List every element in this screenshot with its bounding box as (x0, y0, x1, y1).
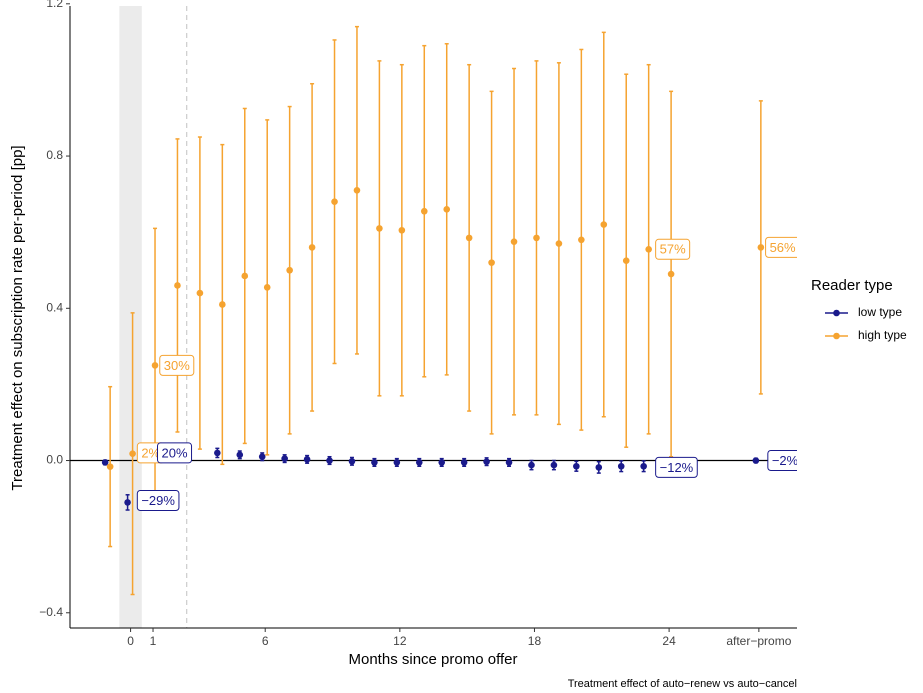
annotation: 30% (159, 354, 195, 376)
point (151, 362, 159, 369)
point (415, 459, 423, 466)
point (258, 453, 266, 461)
annotation-box (157, 442, 193, 464)
point (622, 257, 630, 265)
annotation-box (765, 236, 797, 258)
point (573, 462, 580, 470)
y-tick-label: 0.4 (46, 300, 63, 314)
y-axis-label: Treatment effect on subscription rate pe… (9, 145, 26, 490)
point (645, 245, 652, 253)
legend-swatch (833, 332, 840, 340)
point (281, 455, 288, 462)
y-tick-label: 0.0 (46, 453, 63, 467)
annotation-box (159, 354, 195, 376)
annotation-text: −2% (772, 453, 799, 468)
y-tick-label: 1.2 (46, 0, 63, 10)
annotation: 20% (157, 442, 193, 464)
point (595, 464, 603, 471)
annotation: −2% (767, 450, 799, 472)
point (286, 266, 293, 274)
legend-label: low type (858, 305, 902, 319)
x-tick-label: 18 (528, 634, 542, 648)
point (196, 289, 204, 297)
point (303, 456, 311, 463)
point (219, 301, 226, 308)
shade-band (119, 6, 142, 628)
x-tick-label: 12 (393, 634, 407, 648)
point (617, 462, 625, 470)
point (640, 462, 647, 470)
x-tick-label: 6 (262, 634, 269, 648)
annotation-box (655, 238, 691, 260)
annotation-text: 57% (660, 242, 686, 257)
x-tick-label: 1 (150, 634, 157, 648)
legend-label: high type (858, 328, 907, 342)
plot-panel: 2% 30% 57% 56% −29% 20% −12% −2% (70, 6, 799, 628)
annotation-text: 2% (141, 445, 160, 460)
annotation-box (655, 456, 698, 478)
point (460, 459, 468, 466)
point (578, 236, 585, 244)
annotation-text: 56% (770, 240, 796, 255)
point (420, 207, 428, 215)
point (326, 457, 333, 464)
annotation-box (767, 450, 797, 472)
annotation: 56% (765, 236, 797, 258)
point (371, 459, 378, 466)
y-tick-label: 0.8 (46, 148, 63, 162)
point (129, 450, 136, 457)
point (174, 282, 181, 289)
point (124, 499, 131, 506)
point (393, 459, 401, 466)
annotation-text: −29% (141, 493, 175, 508)
annotation-text: 30% (164, 358, 190, 373)
point (528, 461, 535, 469)
point (600, 221, 608, 228)
annotation: −12% (655, 456, 698, 478)
point (443, 206, 451, 213)
point (488, 259, 495, 266)
point (533, 234, 540, 242)
legend-title: Reader type (811, 277, 893, 294)
point (483, 458, 490, 465)
point (398, 226, 406, 234)
point (752, 457, 760, 464)
point (106, 463, 114, 470)
x-tick-label: 24 (662, 634, 676, 648)
annotation-text: −12% (660, 460, 694, 475)
annotation: −29% (136, 489, 180, 511)
point (550, 461, 558, 469)
x-axis-label: Months since promo offer (349, 651, 518, 668)
point (465, 234, 473, 242)
point (505, 459, 513, 466)
annotation-box (136, 489, 180, 511)
point (263, 284, 271, 291)
annotation-text: 20% (162, 445, 188, 460)
point (555, 240, 563, 247)
point (667, 270, 675, 278)
point (510, 238, 518, 245)
point (376, 225, 383, 232)
point (214, 449, 221, 457)
annotation: 57% (655, 238, 691, 260)
legend-swatch (833, 309, 840, 317)
point (101, 459, 109, 466)
point (757, 244, 765, 251)
point (348, 457, 356, 465)
point (331, 198, 338, 206)
point (353, 187, 361, 194)
y-tick-label: −0.4 (39, 605, 63, 619)
x-tick-label: after−promo (726, 634, 791, 648)
point (241, 272, 249, 280)
point (438, 459, 446, 466)
point (308, 244, 316, 251)
point (236, 451, 244, 459)
caption: Treatment effect of auto−renew vs auto−c… (568, 678, 797, 690)
x-tick-label: 0 (127, 634, 134, 648)
